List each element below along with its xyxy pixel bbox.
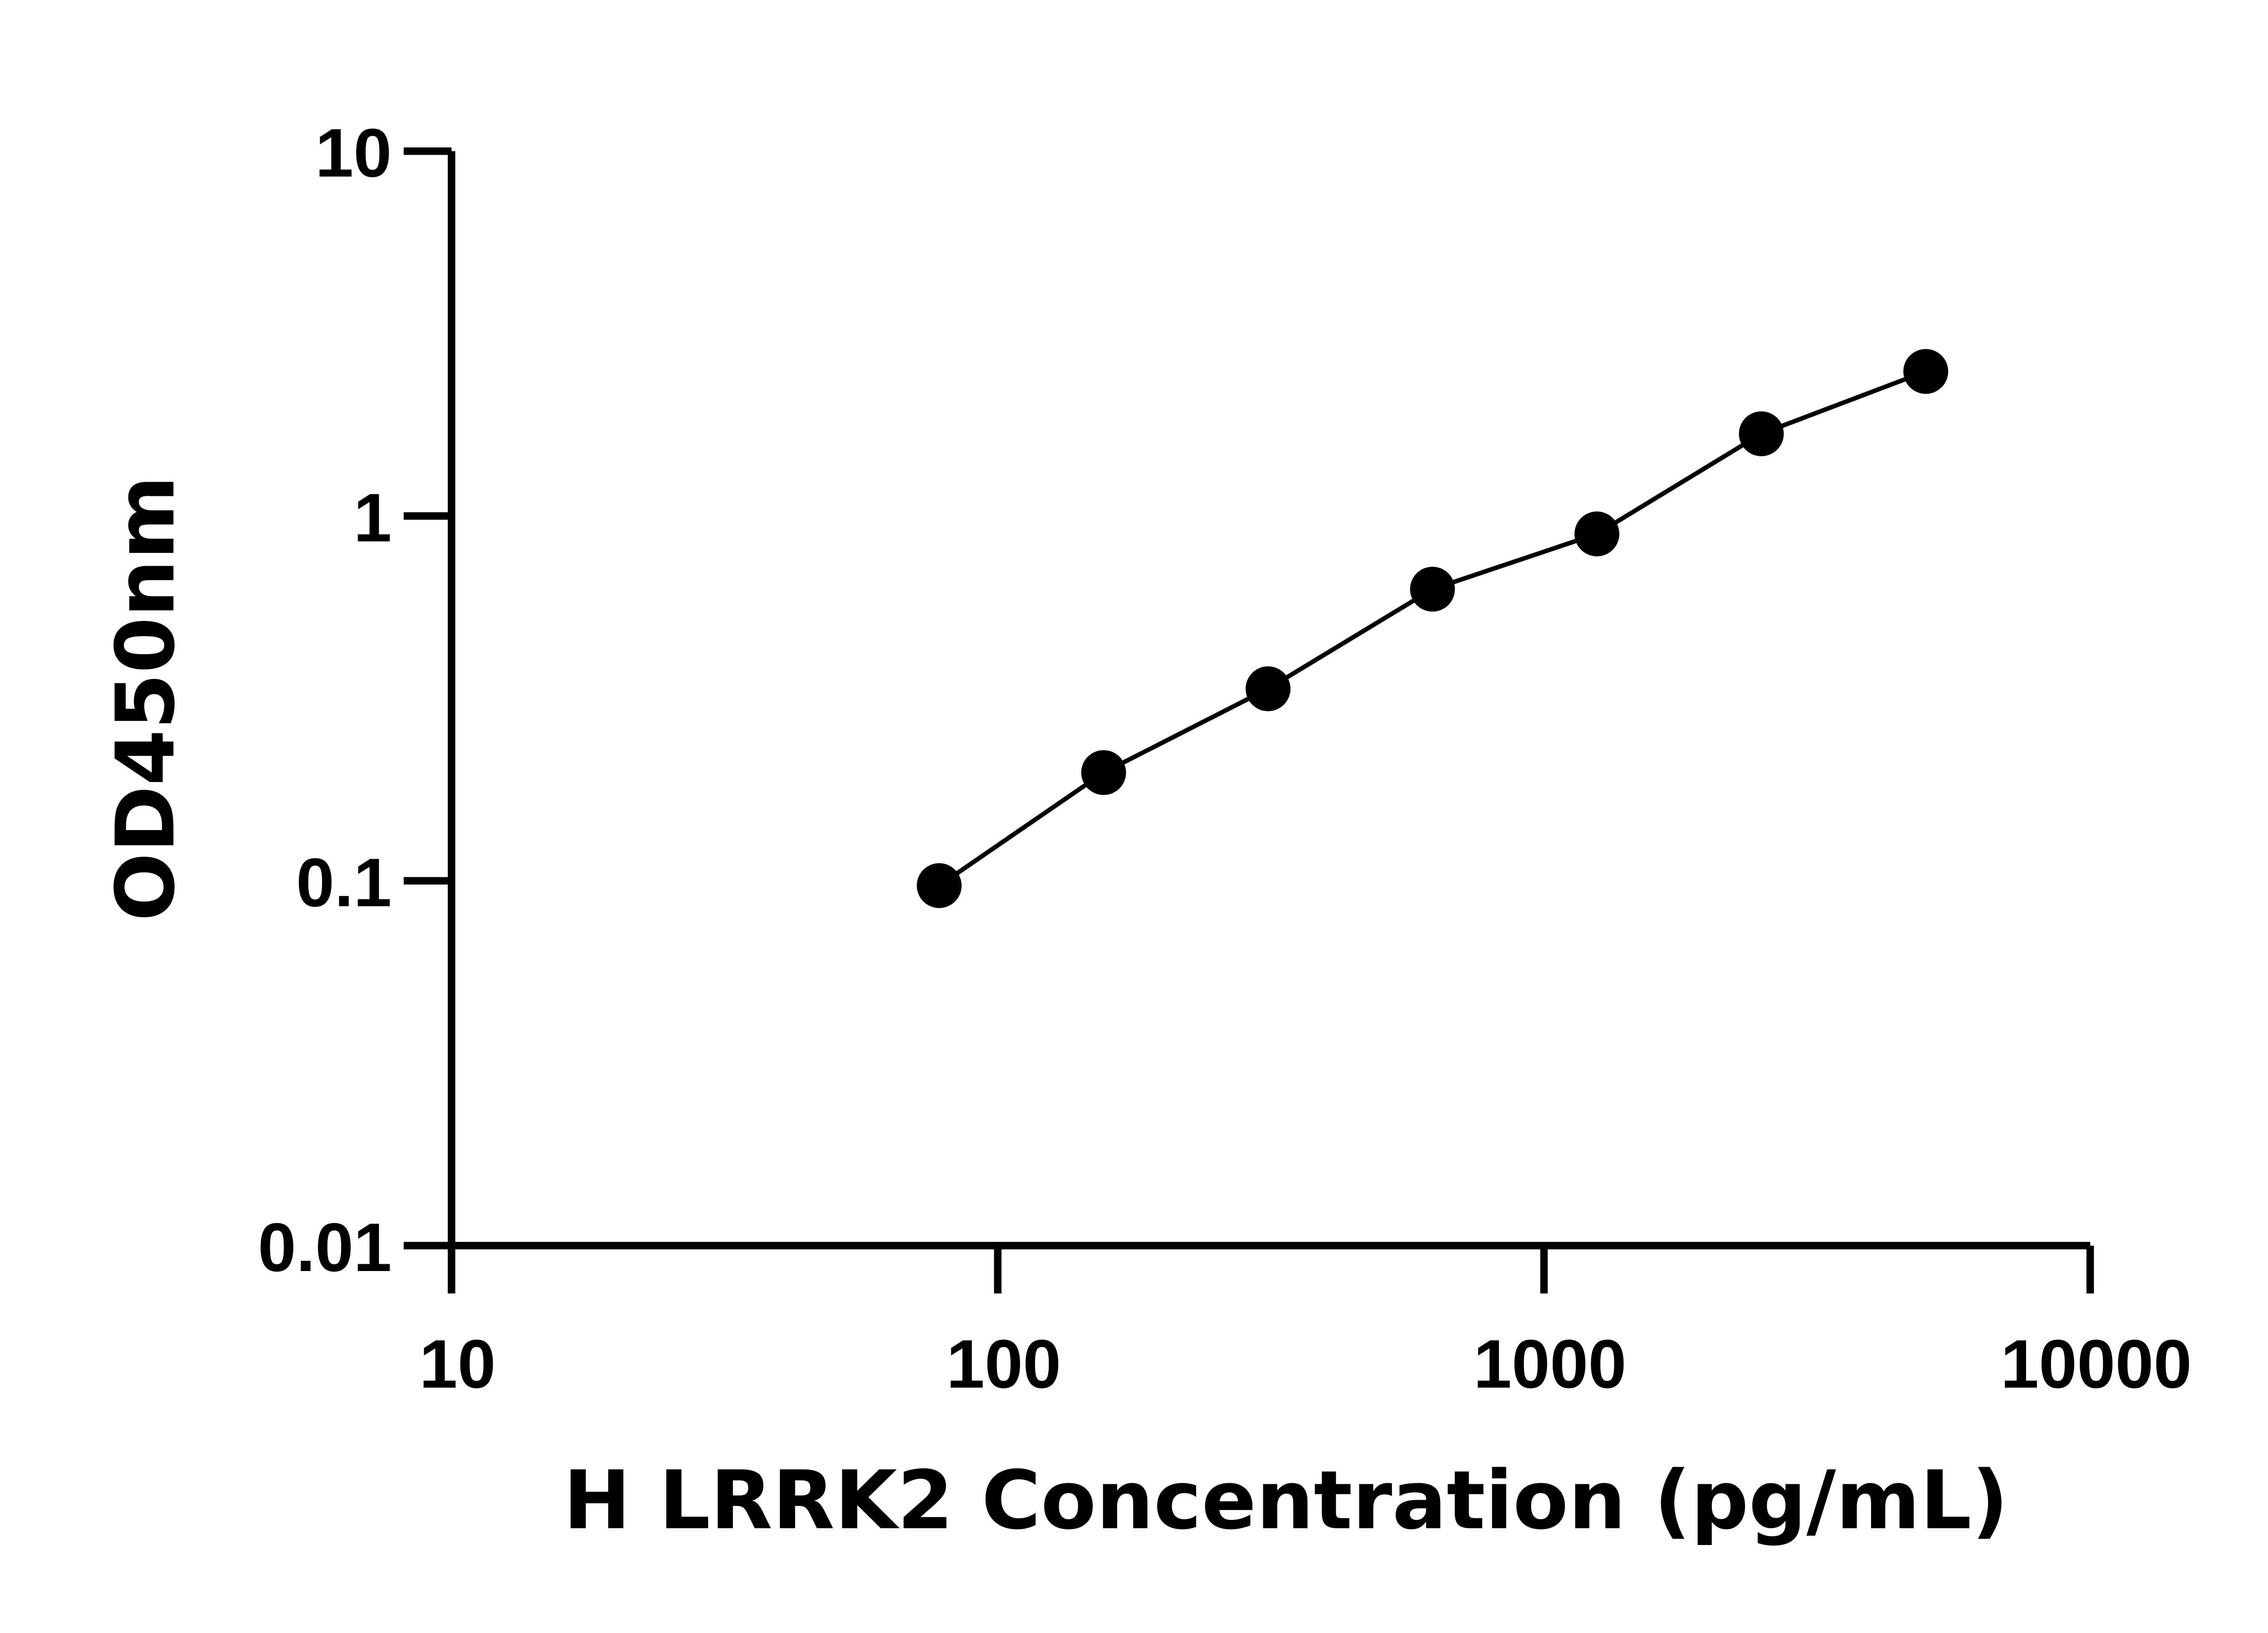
x-tick-label: 10000: [2000, 1326, 2192, 1403]
data-point: [1739, 411, 1784, 456]
y-tick-label: 1: [353, 480, 391, 557]
data-point: [1081, 750, 1126, 795]
data-point: [1410, 567, 1455, 612]
data-point: [917, 863, 962, 908]
x-tick-label: 1000: [1473, 1326, 1626, 1403]
x-tick-label: 100: [946, 1326, 1061, 1403]
axes: 10 100 1000 10000 0.01 0.1 1 10: [258, 115, 2192, 1403]
x-tick-label: 10: [419, 1326, 496, 1403]
data-marks: [917, 349, 1948, 908]
y-tick-label: 0.01: [258, 1209, 392, 1286]
x-axis-title: H LRRK2 Concentration (pg/mL): [563, 1453, 2009, 1547]
y-tick-label: 0.1: [296, 845, 392, 921]
y-axis-title: OD450nm: [98, 475, 192, 921]
data-point: [1246, 666, 1290, 711]
data-point: [1903, 349, 1948, 394]
y-tick-label: 10: [315, 115, 392, 191]
data-point: [1574, 511, 1619, 557]
